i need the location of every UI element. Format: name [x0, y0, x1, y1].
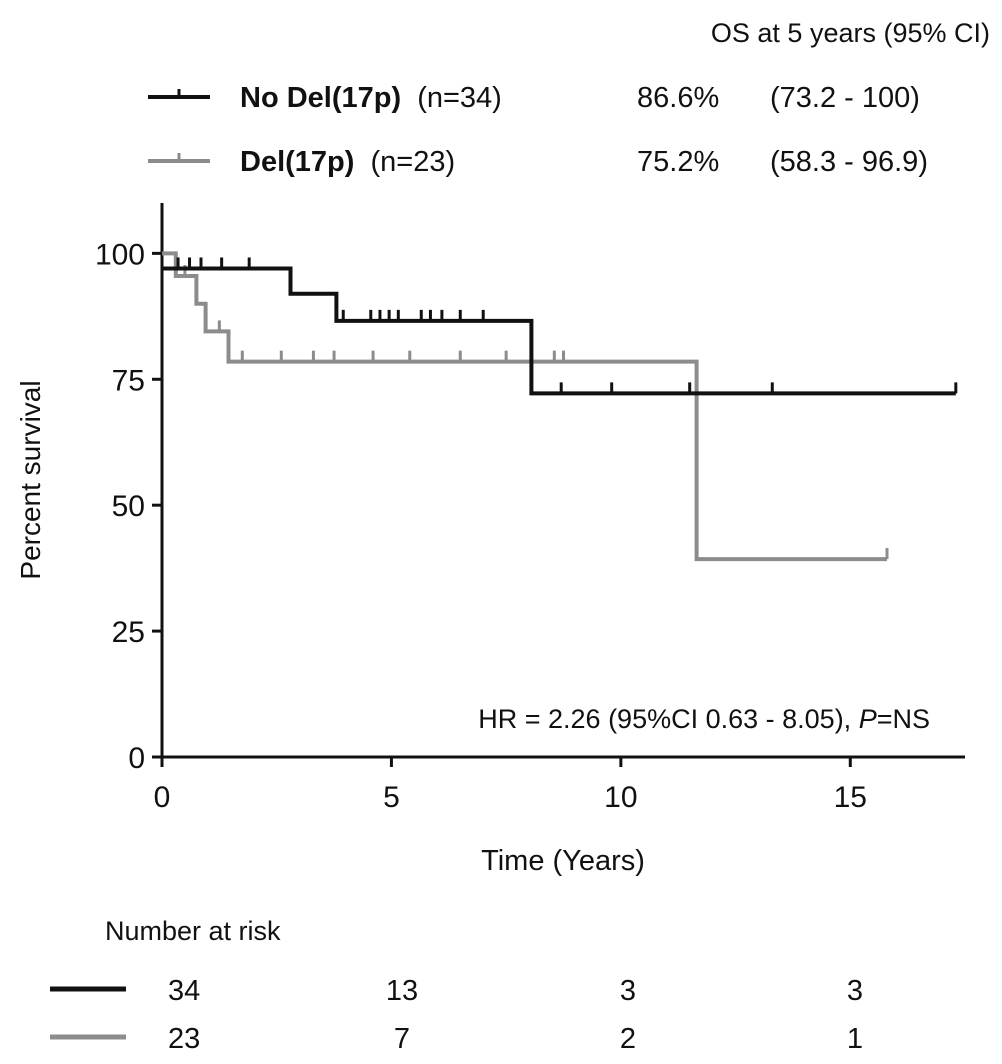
risk-count: 34: [168, 975, 200, 1007]
y-ticks: 0 25 50 75 100: [95, 238, 162, 775]
y-tick-label: 100: [95, 238, 145, 271]
risk-count: 23: [168, 1023, 200, 1055]
svg-text:Del(17p) (n=23): Del(17p) (n=23): [240, 146, 455, 178]
y-tick-label: 75: [112, 364, 145, 397]
hr-annotation: HR = 2.26 (95%CI 0.63 - 8.05), P=NS: [478, 704, 930, 734]
risk-count: 3: [847, 975, 863, 1007]
x-tick-label: 0: [154, 781, 171, 814]
risk-table: 34 13 3 3 23 7 2 1: [50, 975, 863, 1055]
y-axis-label: Percent survival: [15, 380, 46, 579]
x-axis-label: Time (Years): [481, 845, 645, 877]
legend-name-no-del17p: No Del(17p): [240, 82, 401, 114]
legend-ci-no-del17p: (73.2 - 100): [770, 82, 920, 114]
risk-count: 13: [386, 975, 418, 1007]
risk-table-title: Number at risk: [105, 916, 281, 946]
svg-text:No Del(17p) (n=34): No Del(17p) (n=34): [240, 82, 502, 114]
y-tick-label: 25: [112, 616, 145, 649]
series-line-no-del-17p: [162, 266, 956, 396]
x-ticks: 0 5 10 15: [154, 757, 867, 814]
hr-text: HR = 2.26 (95%CI 0.63 - 8.05),: [478, 704, 858, 734]
legend-n-del17p: (n=23): [370, 146, 455, 178]
legend-ci-del17p: (58.3 - 96.9): [770, 146, 928, 178]
x-tick-label: 10: [604, 781, 637, 814]
risk-count: 2: [620, 1023, 636, 1055]
risk-count: 1: [847, 1023, 863, 1055]
legend-n-no-del17p: (n=34): [417, 82, 502, 114]
risk-count: 3: [620, 975, 636, 1007]
x-tick-label: 5: [383, 781, 400, 814]
series-line-del-17p: [162, 251, 887, 562]
legend: OS at 5 years (95% CI) No Del(17p) (n=34…: [148, 18, 990, 178]
hr-p-value: =NS: [877, 704, 930, 734]
y-tick-label: 0: [128, 742, 145, 775]
survival-curves: [162, 251, 958, 562]
legend-os5-no-del17p: 86.6%: [637, 82, 719, 114]
risk-count: 7: [394, 1023, 410, 1055]
hr-p-label: P: [859, 704, 877, 734]
legend-name-del17p: Del(17p): [240, 146, 354, 178]
legend-header: OS at 5 years (95% CI): [711, 18, 990, 48]
legend-os5-del17p: 75.2%: [637, 146, 719, 178]
y-tick-label: 50: [112, 490, 145, 523]
x-tick-label: 15: [834, 781, 867, 814]
